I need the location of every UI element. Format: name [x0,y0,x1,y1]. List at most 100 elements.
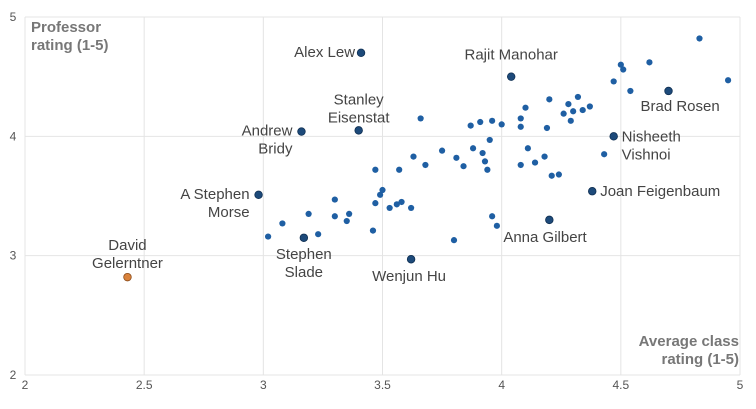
data-point [560,110,567,117]
grid-lines [24,16,741,376]
data-point [579,106,586,114]
data-point [479,149,486,157]
data-point [315,231,322,238]
data-point [617,61,624,68]
point-label: Alex Lew [294,44,355,61]
data-point [469,145,477,152]
data-point [522,104,529,111]
labeled-point [664,86,673,96]
data-point [481,158,489,165]
y-tick-label: 5 [10,10,17,24]
point-label: Wenjun Hu [372,268,446,285]
data-point [555,171,562,178]
data-point [586,103,593,110]
point-label-line: Andrew [242,123,293,140]
data-point [627,87,634,95]
point-label-line: Stephen [276,246,332,263]
labeled-point [123,272,132,282]
data-point [422,161,429,169]
point-label-line: A Stephen [180,186,249,203]
labeled-point [507,72,516,81]
point-label-line: Vishnoi [622,146,671,163]
y-tick-label: 4 [10,129,17,143]
data-point [331,196,338,203]
x-tick-label: 2 [22,378,29,392]
point-label-line: Brad Rosen [641,98,720,115]
y-tick-labels: 2 3 4 5 [10,10,17,382]
point-label: Joan Feigenbaum [600,183,720,200]
data-point [493,222,500,229]
x-tick-label: 5 [737,378,744,392]
data-point [574,93,582,101]
x-axis-title-line1: Average class [639,333,739,350]
data-point [696,35,703,42]
data-point [541,153,548,160]
data-point [372,200,379,207]
data-point [524,145,531,152]
data-point [265,233,272,240]
data-point [610,78,617,85]
data-point [369,227,377,234]
data-point [450,237,458,244]
point-label-line: Wenjun Hu [372,268,446,285]
point-label: Rajit Manohar [465,47,558,64]
data-point [724,77,732,84]
x-tick-label: 2.5 [136,378,153,392]
data-point [548,172,555,179]
labeled-point [297,127,306,136]
labeled-point [254,190,263,200]
labeled-point [609,132,618,141]
point-label-line: Alex Lew [294,44,355,61]
x-tick-label: 4 [498,378,505,392]
data-point [517,115,524,122]
data-point [453,154,460,161]
data-point [417,115,424,122]
data-point [565,101,572,108]
data-point [543,124,551,132]
data-point [531,159,539,166]
data-point [570,108,577,115]
data-point [546,96,553,103]
data-point [396,166,403,173]
data-point [386,204,393,212]
data-point [379,186,386,194]
data-point [489,117,496,124]
data-point [398,198,405,206]
data-point [408,204,415,212]
data-point [484,166,491,173]
data-point [489,213,496,220]
data-point [498,121,505,128]
data-points [265,35,732,244]
data-point [279,220,286,227]
x-axis-title-line2: rating (1-5) [661,351,739,368]
x-tick-label: 3 [260,378,267,392]
data-point [601,151,608,158]
data-point [343,217,350,225]
point-label-line: Anna Gilbert [503,229,587,246]
data-point [410,153,417,160]
y-tick-label: 2 [10,368,17,382]
labeled-point [299,233,309,242]
data-point [646,59,653,66]
data-point [517,161,524,169]
labeled-point [406,255,416,264]
data-point [486,136,493,144]
data-point [331,213,338,220]
point-label-line: Rajit Manohar [465,47,558,64]
point-label-line: David [108,237,146,254]
point-label: Brad Rosen [641,98,720,115]
point-label-line: Nisheeth [622,128,681,145]
data-point [393,201,400,208]
data-point [460,163,467,170]
x-tick-label: 4.5 [612,378,629,392]
data-point [305,210,312,217]
data-point [517,123,524,130]
labeled-point [545,215,554,225]
